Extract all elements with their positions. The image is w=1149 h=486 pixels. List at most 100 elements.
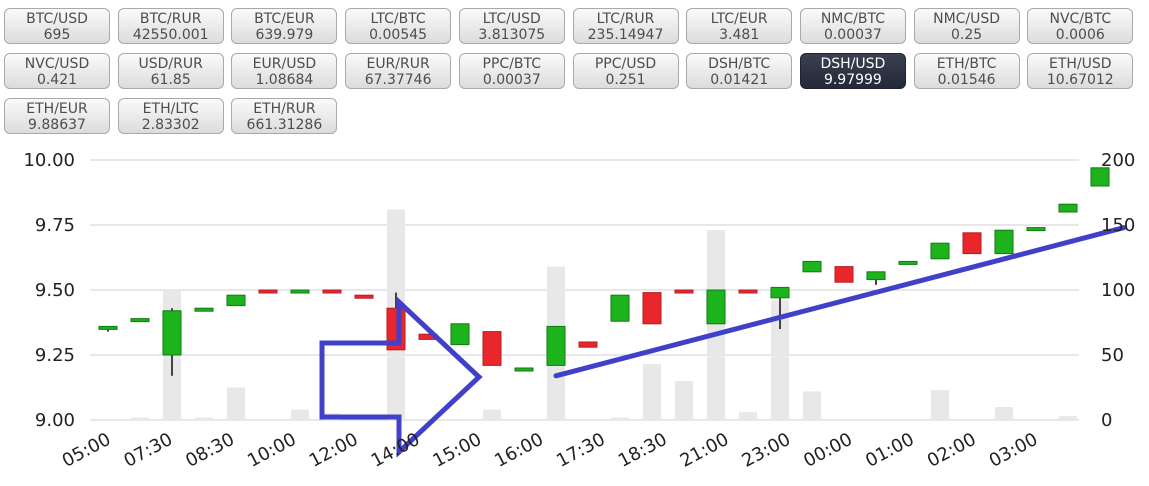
candle-body xyxy=(834,266,854,283)
candle-body xyxy=(994,229,1014,255)
candle-body xyxy=(514,367,534,372)
price-chart: 10.00 9.75 9.50 9.25 9.00 200 150 100 50 0 05:00… xyxy=(23,150,1135,472)
pair-button-ppc-usd[interactable]: PPC/USD 0.251 xyxy=(572,53,679,89)
pair-name: DSH/USD xyxy=(820,56,886,72)
pair-price: 0.01421 xyxy=(710,72,769,88)
pair-price: 3.813075 xyxy=(478,27,546,43)
candle-body xyxy=(706,289,726,325)
candle-body xyxy=(866,271,886,281)
y-axis-right: 200 150 100 50 0 xyxy=(1101,150,1135,431)
volume-bar xyxy=(643,364,661,420)
candle-body xyxy=(354,294,374,299)
pair-price: 0.00545 xyxy=(369,27,428,43)
pair-name: LTC/USD xyxy=(482,11,541,27)
pair-price: 235.14947 xyxy=(587,27,664,43)
pair-name: ETH/USD xyxy=(1049,56,1112,72)
trendline xyxy=(553,225,1127,379)
pair-price: 1.08684 xyxy=(255,72,314,88)
pair-name: ETH/RUR xyxy=(253,101,316,117)
pair-button-ppc-btc[interactable]: PPC/BTC 0.00037 xyxy=(458,53,565,89)
y-right-tick-label: 150 xyxy=(1101,215,1135,236)
candle-body xyxy=(930,242,950,260)
pair-price: 695 xyxy=(43,27,71,43)
pair-button-eth-rur[interactable]: ETH/RUR 661.31286 xyxy=(231,98,338,134)
pair-button-dsh-btc[interactable]: DSH/BTC 0.01421 xyxy=(686,53,793,89)
pair-button-eth-eur[interactable]: ETH/EUR 9.88637 xyxy=(4,98,110,134)
pair-button-ltc-rur[interactable]: LTC/RUR 235.14947 xyxy=(572,8,679,44)
candle-body xyxy=(1026,227,1046,232)
pair-price: 0.01546 xyxy=(937,72,996,88)
pair-price: 67.37746 xyxy=(364,72,432,88)
pair-button-eth-usd[interactable]: ETH/USD 10.67012 xyxy=(1027,53,1134,89)
pair-button-eth-ltc[interactable]: ETH/LTC 2.83302 xyxy=(117,98,224,134)
x-tick-label: 10:00 xyxy=(244,429,300,472)
x-tick-label: 23:00 xyxy=(738,429,794,472)
pair-button-nvc-btc[interactable]: NVC/BTC 0.0006 xyxy=(1027,8,1134,44)
pair-button-usd-rur[interactable]: USD/RUR 61.85 xyxy=(117,53,224,89)
pair-price: 42550.001 xyxy=(132,27,209,43)
pair-price: 2.83302 xyxy=(141,117,200,133)
x-tick-label: 01:00 xyxy=(862,429,918,472)
pair-price: 0.00037 xyxy=(482,72,541,88)
pair-button-dsh-usd[interactable]: DSH/USD 9.97999 xyxy=(799,53,906,89)
candle-body xyxy=(642,292,662,325)
pair-button-ltc-btc[interactable]: LTC/BTC 0.00545 xyxy=(345,8,452,44)
x-axis: 05:00 07:30 08:30 10:00 12:00 14:00 15:00 16:00… xyxy=(59,429,1042,472)
candle-body xyxy=(162,310,182,356)
y-right-tick-label: 0 xyxy=(1101,410,1112,431)
candle-body xyxy=(98,325,118,330)
candle-body xyxy=(258,289,278,294)
pair-button-eur-rur[interactable]: EUR/RUR 67.37746 xyxy=(345,53,452,89)
volume-bar xyxy=(291,409,309,420)
pair-button-nvc-usd[interactable]: NVC/USD 0.421 xyxy=(4,53,110,89)
pair-button-btc-rur[interactable]: BTC/RUR 42550.001 xyxy=(117,8,224,44)
pair-button-btc-usd[interactable]: BTC/USD 695 xyxy=(4,8,110,44)
candle-body xyxy=(802,260,822,273)
pair-price: 61.85 xyxy=(150,72,191,88)
y-left-tick-label: 9.75 xyxy=(35,215,75,236)
volume-bar xyxy=(739,412,757,420)
candle-body xyxy=(674,289,694,294)
candle-body xyxy=(610,294,630,322)
pair-button-eur-usd[interactable]: EUR/USD 1.08684 xyxy=(231,53,338,89)
x-tick-label: 16:00 xyxy=(491,429,547,472)
pair-price: 9.88637 xyxy=(28,117,86,133)
pair-button-btc-eur[interactable]: BTC/EUR 639.979 xyxy=(231,8,338,44)
volume-bar xyxy=(931,390,949,420)
pair-button-ltc-eur[interactable]: LTC/EUR 3.481 xyxy=(686,8,793,44)
y-left-tick-label: 9.50 xyxy=(35,280,75,301)
candle-body xyxy=(226,294,246,307)
x-tick-label: 02:00 xyxy=(924,429,980,472)
candle-body xyxy=(194,307,214,312)
volume-bar xyxy=(707,230,725,420)
pair-button-eth-btc[interactable]: ETH/BTC 0.01546 xyxy=(913,53,1020,89)
pair-name: ETH/EUR xyxy=(26,101,88,117)
volume-bar xyxy=(675,381,693,420)
y-left-tick-label: 10.00 xyxy=(23,150,75,171)
pair-name: ETH/LTC xyxy=(142,101,199,117)
volume-bars xyxy=(131,209,1077,420)
pair-button-nmc-usd[interactable]: NMC/USD 0.25 xyxy=(913,8,1020,44)
pair-name: EUR/RUR xyxy=(366,56,430,72)
y-axis-left: 10.00 9.75 9.50 9.25 9.00 xyxy=(23,150,75,431)
x-tick-label: 14:00 xyxy=(368,429,424,472)
pair-name: LTC/BTC xyxy=(370,11,426,27)
y-left-tick-label: 9.00 xyxy=(35,410,75,431)
x-tick-label: 18:30 xyxy=(615,429,671,472)
candle-body xyxy=(770,286,790,299)
pair-name: NMC/BTC xyxy=(820,11,885,27)
pair-name: BTC/USD xyxy=(26,11,88,27)
currency-pair-selector: BTC/USD 695 BTC/RUR 42550.001 BTC/EUR 639.979… xyxy=(0,0,1149,140)
volume-bar xyxy=(195,417,213,420)
pair-button-ltc-usd[interactable]: LTC/USD 3.813075 xyxy=(458,8,565,44)
candle-body xyxy=(546,325,566,366)
candle-body xyxy=(738,289,758,294)
grid-lines xyxy=(90,159,1079,421)
x-tick-label: 07:30 xyxy=(120,429,176,472)
candle-body xyxy=(482,331,502,366)
pair-name: ETH/BTC xyxy=(936,56,997,72)
candle-body xyxy=(450,323,470,346)
pair-button-nmc-btc[interactable]: NMC/BTC 0.00037 xyxy=(799,8,906,44)
pair-name: NVC/BTC xyxy=(1049,11,1112,27)
volume-bar xyxy=(771,300,789,420)
